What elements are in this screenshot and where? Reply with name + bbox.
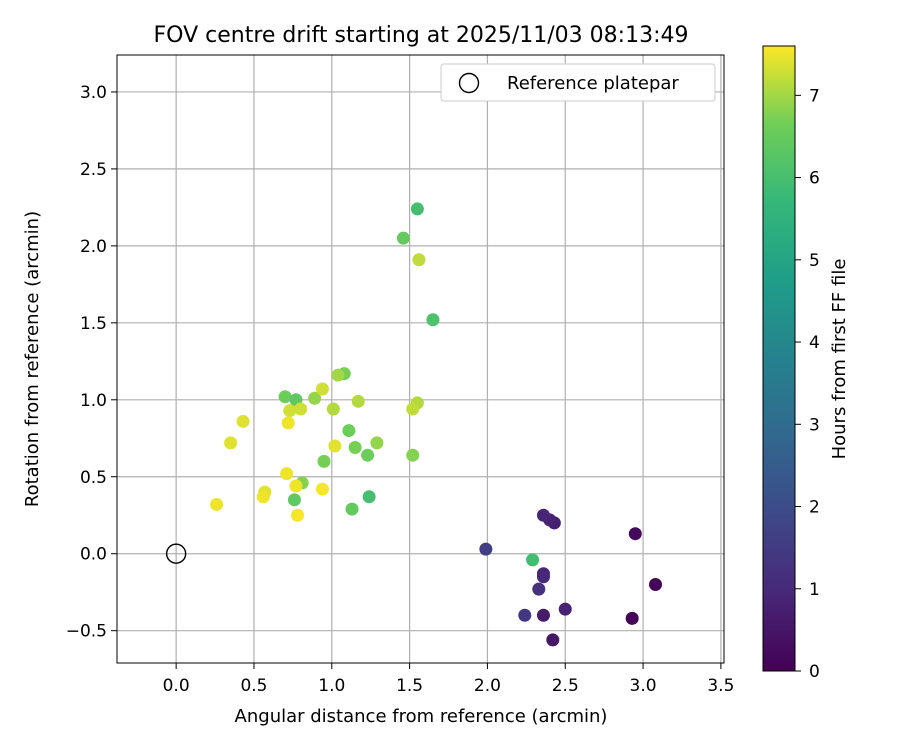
data-point bbox=[526, 553, 540, 567]
legend-box bbox=[440, 63, 716, 102]
data-point bbox=[287, 493, 301, 507]
data-point bbox=[628, 527, 642, 541]
data-point bbox=[210, 497, 224, 511]
y-tick-label: 2.0 bbox=[80, 237, 107, 257]
colorbar-label: Hours from first FF file bbox=[829, 259, 850, 460]
reference-platepar-marker bbox=[165, 543, 187, 564]
x-tick-label: 1.5 bbox=[396, 676, 423, 696]
data-point bbox=[361, 448, 375, 462]
data-point bbox=[370, 436, 384, 450]
colorbar-tick-label: 5 bbox=[809, 251, 820, 271]
data-point bbox=[224, 436, 238, 450]
data-point bbox=[328, 439, 342, 453]
x-tick-label: 0.5 bbox=[240, 676, 267, 696]
x-tick-label: 1.0 bbox=[318, 676, 345, 696]
data-point bbox=[479, 542, 493, 556]
colorbar-tick-label: 7 bbox=[809, 86, 820, 106]
data-point bbox=[289, 479, 303, 493]
y-axis-label: Rotation from reference (arcmin) bbox=[22, 211, 43, 507]
data-point bbox=[558, 602, 572, 616]
data-point bbox=[315, 382, 329, 396]
colorbar: 0 1 2 3 4 5 6 7 Hours from first FF file bbox=[762, 45, 850, 682]
y-axis-ticks: −0.5 0.0 0.5 1.0 1.5 2.0 2.5 3.0 bbox=[66, 83, 117, 642]
x-tick-label: 3.5 bbox=[707, 676, 734, 696]
data-point bbox=[256, 490, 270, 504]
colorbar-tick-label: 6 bbox=[809, 169, 820, 189]
x-tick-label: 2.5 bbox=[552, 676, 579, 696]
data-points bbox=[210, 202, 663, 647]
y-tick-label: 0.5 bbox=[80, 468, 107, 488]
data-point bbox=[294, 402, 308, 416]
data-point bbox=[362, 490, 376, 504]
data-point bbox=[331, 368, 345, 382]
x-tick-label: 0.0 bbox=[163, 676, 190, 696]
data-point bbox=[351, 394, 365, 408]
colorbar-tick-label: 0 bbox=[809, 662, 820, 682]
data-point bbox=[291, 508, 305, 522]
y-tick-label: 2.5 bbox=[80, 160, 107, 180]
data-point bbox=[536, 608, 550, 622]
data-point bbox=[326, 402, 340, 416]
colorbar-tick-label: 2 bbox=[809, 498, 820, 518]
colorbar-tick-label: 4 bbox=[809, 333, 820, 353]
data-point bbox=[406, 402, 420, 416]
data-point bbox=[315, 482, 329, 496]
y-tick-label: −0.5 bbox=[66, 622, 107, 642]
x-tick-label: 2.0 bbox=[474, 676, 501, 696]
y-tick-label: 0.0 bbox=[80, 545, 107, 565]
legend: Reference platepar bbox=[440, 63, 716, 102]
data-point bbox=[348, 441, 362, 455]
colorbar-tick-label: 1 bbox=[809, 580, 820, 600]
data-point bbox=[345, 502, 359, 516]
data-point bbox=[410, 202, 424, 216]
colorbar-ticks: 0 1 2 3 4 5 6 7 bbox=[795, 86, 820, 682]
data-point bbox=[342, 424, 356, 438]
colorbar-tick-label: 3 bbox=[809, 415, 820, 435]
y-tick-label: 1.5 bbox=[80, 314, 107, 334]
legend-reference-label: Reference platepar bbox=[507, 73, 679, 94]
chart-title: FOV centre drift starting at 2025/11/03 … bbox=[154, 23, 689, 48]
data-point bbox=[280, 467, 294, 481]
data-point bbox=[532, 582, 546, 596]
x-axis-ticks: 0.0 0.5 1.0 1.5 2.0 2.5 3.0 3.5 bbox=[163, 663, 734, 696]
x-tick-label: 3.0 bbox=[630, 676, 657, 696]
grid bbox=[117, 55, 724, 663]
y-tick-label: 3.0 bbox=[80, 83, 107, 103]
data-point bbox=[317, 454, 331, 468]
data-point bbox=[236, 414, 250, 428]
legend-reference-marker bbox=[458, 72, 480, 94]
plot-frame bbox=[116, 54, 725, 664]
reference-layer bbox=[165, 543, 187, 564]
data-point bbox=[649, 577, 663, 591]
data-point bbox=[283, 404, 297, 418]
data-point bbox=[625, 611, 639, 625]
data-point bbox=[278, 390, 292, 404]
colorbar-gradient bbox=[762, 45, 796, 672]
data-point bbox=[426, 313, 440, 327]
data-point bbox=[412, 253, 426, 267]
data-point bbox=[308, 391, 322, 405]
data-point bbox=[396, 231, 410, 245]
data-point bbox=[546, 633, 560, 647]
y-tick-label: 1.0 bbox=[80, 391, 107, 411]
data-point bbox=[536, 508, 550, 522]
x-axis-label: Angular distance from reference (arcmin) bbox=[235, 706, 608, 727]
data-point bbox=[536, 570, 550, 584]
data-point bbox=[518, 608, 532, 622]
data-point bbox=[406, 448, 420, 462]
data-point bbox=[281, 416, 295, 430]
